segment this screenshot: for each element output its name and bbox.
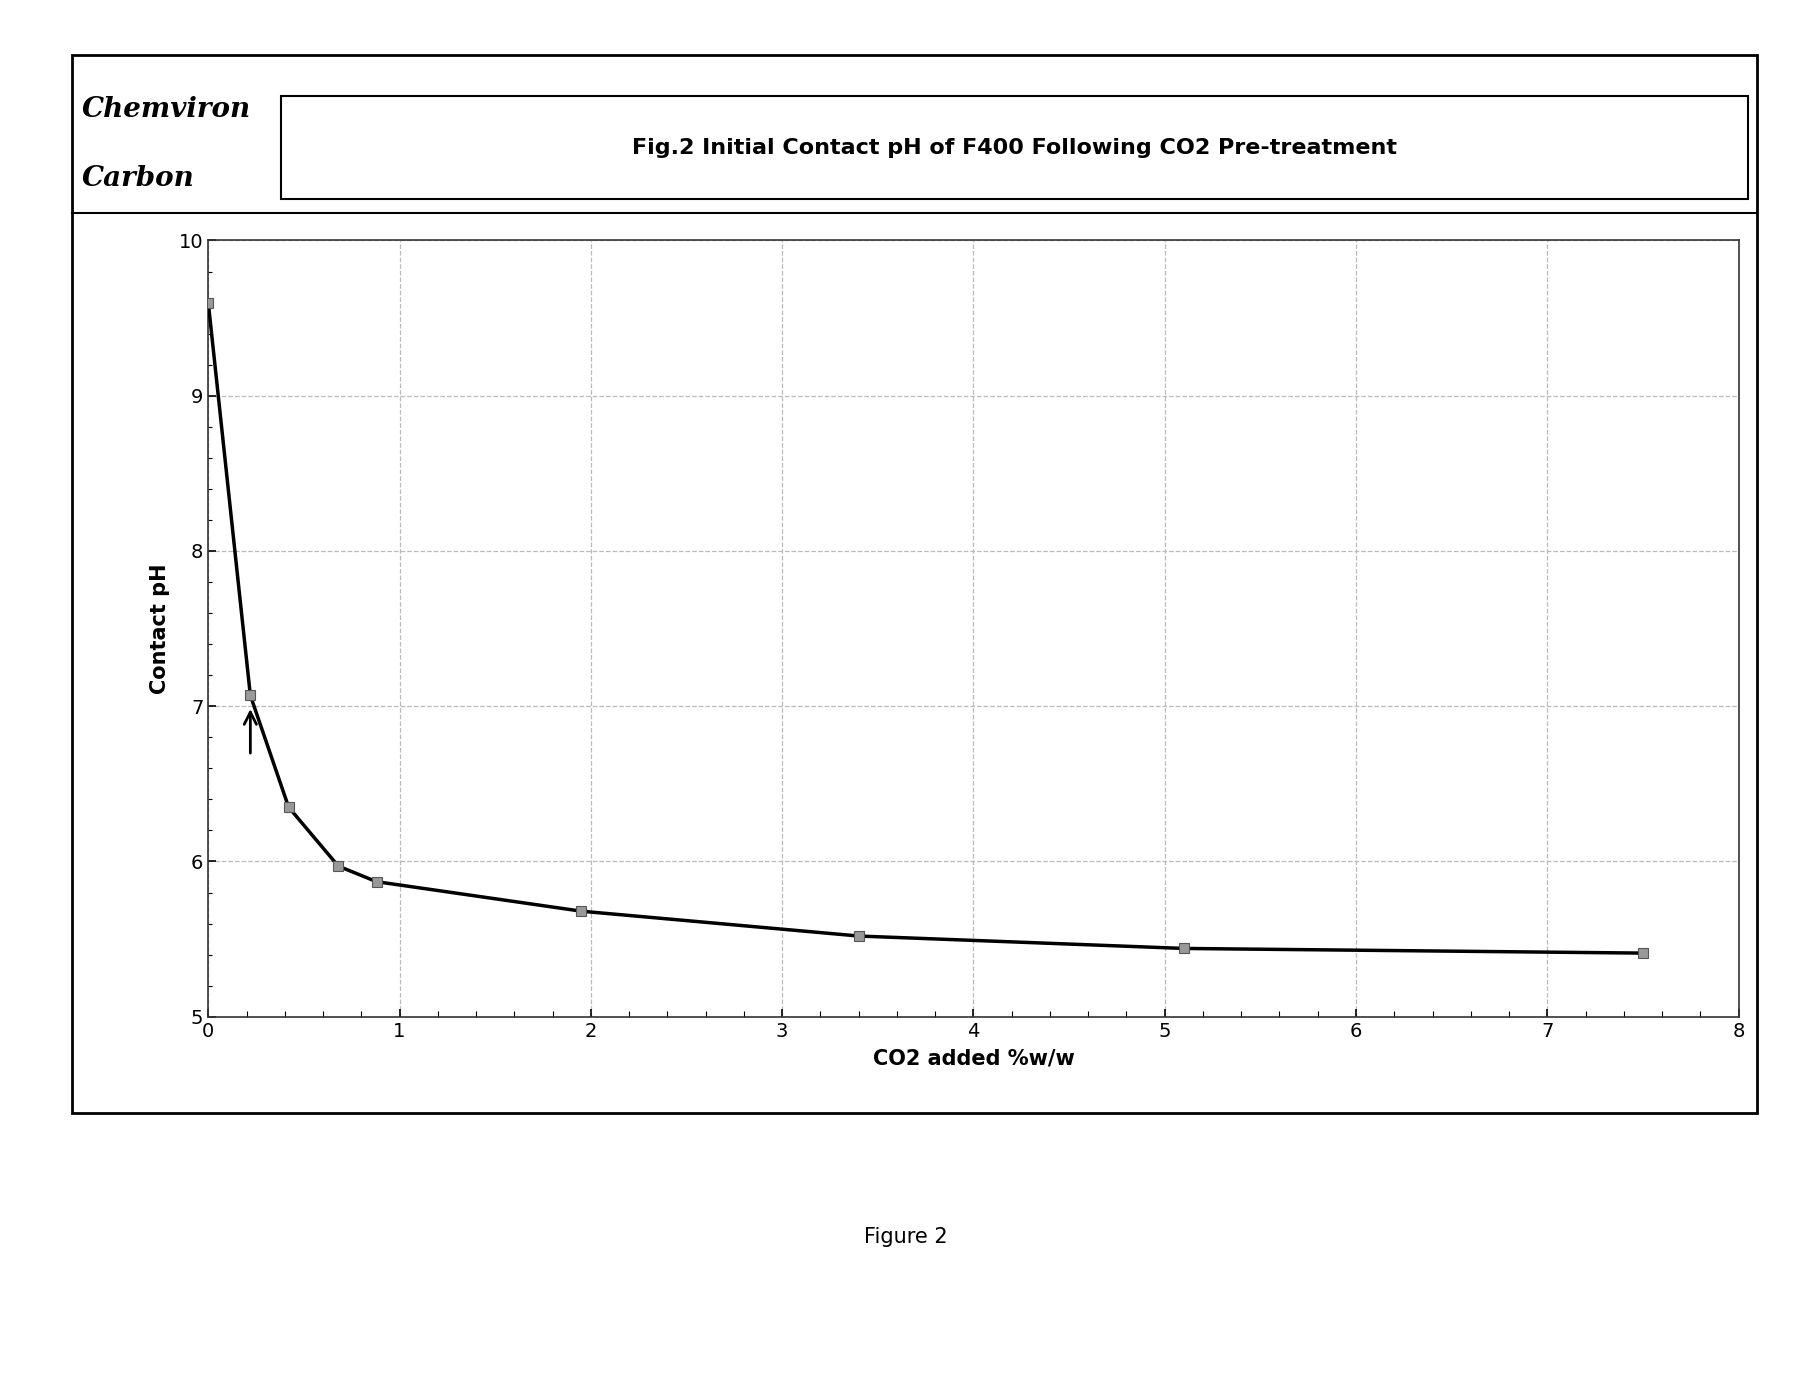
- Text: Fig.2 Initial Contact pH of F400 Following CO2 Pre-treatment: Fig.2 Initial Contact pH of F400 Followi…: [632, 137, 1396, 158]
- Y-axis label: Contact pH: Contact pH: [150, 563, 170, 694]
- Text: Figure 2: Figure 2: [864, 1227, 947, 1246]
- Text: Carbon: Carbon: [81, 165, 194, 192]
- Text: Chemviron: Chemviron: [81, 96, 250, 124]
- X-axis label: CO2 added %w/w: CO2 added %w/w: [873, 1048, 1074, 1069]
